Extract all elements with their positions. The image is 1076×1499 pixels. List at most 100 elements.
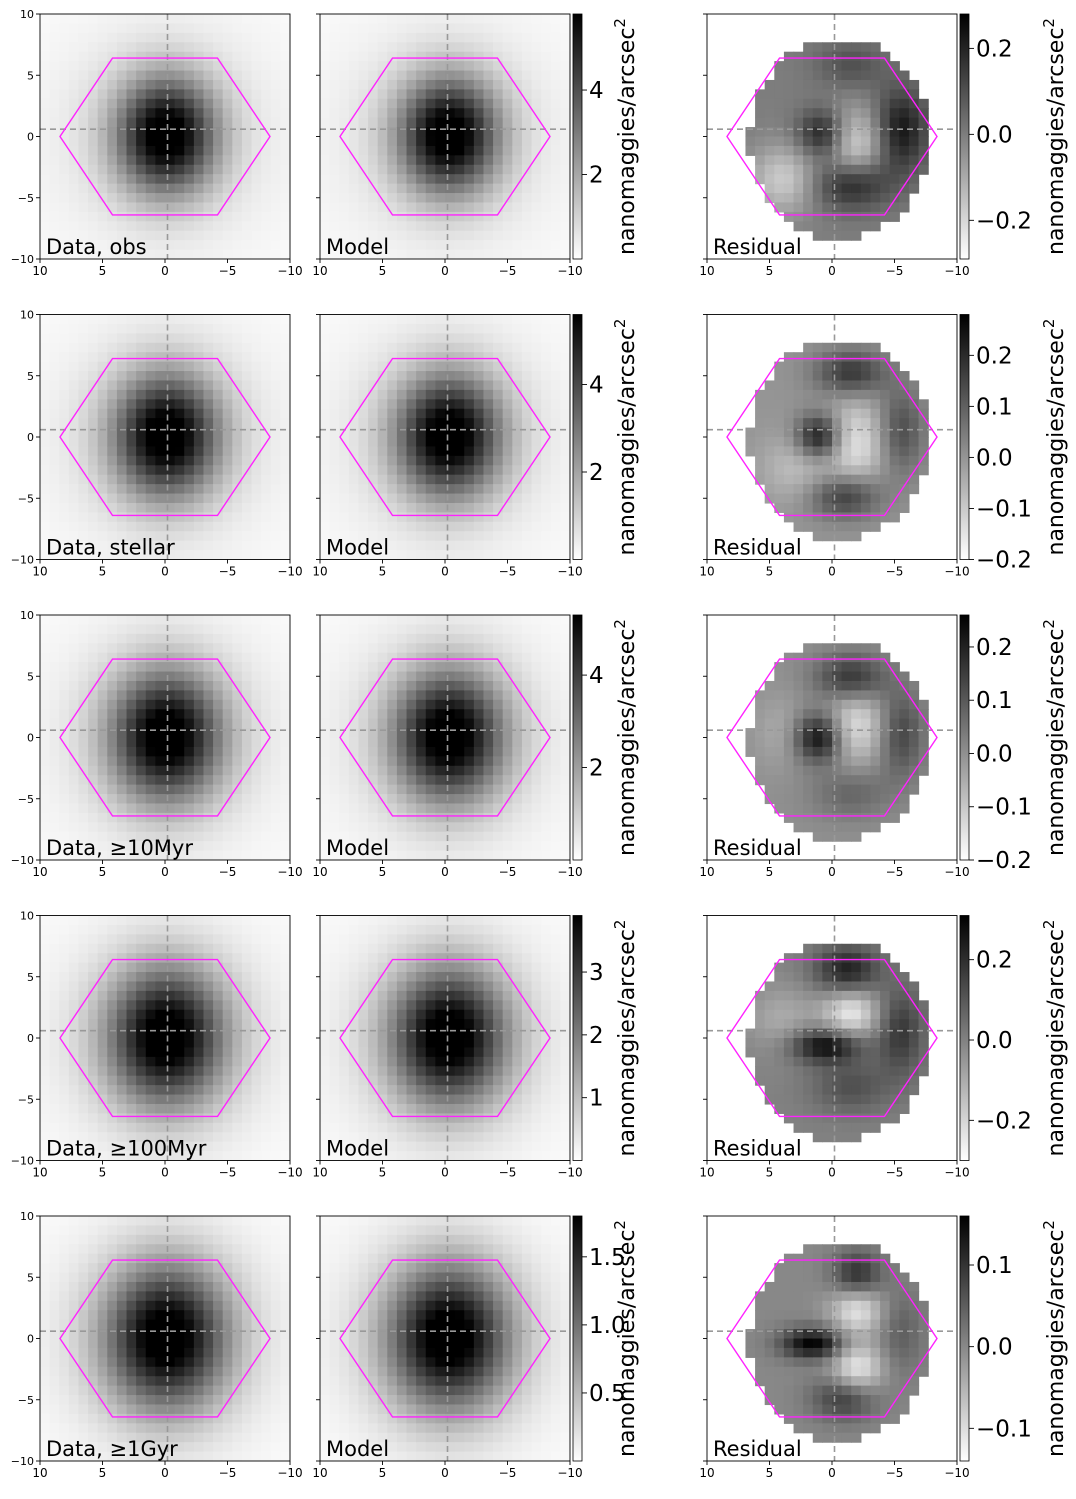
colorbar-tick-label: 0.1 (976, 688, 1013, 714)
x-tick-label: 10 (32, 865, 47, 879)
x-tick-label: 10 (699, 264, 714, 278)
colorbar-gradient (960, 916, 969, 1161)
y-tick-label: −10 (11, 253, 34, 266)
colorbar-tick-label: −0.2 (976, 1108, 1032, 1134)
x-tick-label: 5 (766, 1466, 774, 1480)
x-tick-label: −5 (499, 1466, 517, 1480)
model-image (320, 1216, 571, 1462)
colorbar-tick-label: 1 (589, 1086, 604, 1112)
x-tick-label: −10 (277, 264, 302, 278)
residual-image (745, 42, 928, 240)
residual-image (745, 643, 928, 841)
x-tick-label: 10 (312, 1166, 327, 1180)
x-tick-label: −10 (944, 565, 969, 579)
x-tick-label: 0 (161, 1466, 169, 1480)
x-tick-label: 10 (32, 565, 47, 579)
model-image (320, 14, 571, 260)
y-tick-label: −5 (18, 793, 34, 806)
y-tick-label: −10 (11, 1455, 34, 1468)
data-image (40, 315, 291, 561)
y-tick-label: 5 (27, 670, 34, 683)
x-tick-label: 0 (828, 1166, 836, 1180)
x-tick-label: 10 (312, 1466, 327, 1480)
x-tick-label: −10 (557, 565, 582, 579)
x-tick-label: −5 (219, 565, 237, 579)
x-tick-label: 5 (379, 1466, 387, 1480)
colorbar-tick-label: 0.0 (976, 1028, 1013, 1054)
colorbar-label: nanomaggies/arcsec2 (611, 920, 640, 1157)
colorbar-label: nanomaggies/arcsec2 (1040, 619, 1069, 856)
y-tick-label: −5 (18, 1394, 34, 1407)
x-tick-label: 0 (161, 565, 169, 579)
x-tick-label: −10 (557, 1166, 582, 1180)
x-tick-label: −5 (499, 264, 517, 278)
x-tick-label: −10 (557, 264, 582, 278)
x-tick-label: −10 (277, 565, 302, 579)
x-tick-label: −5 (886, 865, 904, 879)
model-image (320, 315, 571, 561)
x-tick-label: −5 (219, 264, 237, 278)
colorbar-label: nanomaggies/arcsec2 (1040, 920, 1069, 1157)
data-image (40, 615, 291, 861)
model-label: Model (326, 536, 389, 560)
x-tick-label: −10 (944, 264, 969, 278)
colorbar-tick-label: 0.2 (976, 343, 1013, 369)
colorbar-tick-label: 2 (589, 460, 604, 486)
colorbar-tick-label: −0.1 (976, 1416, 1032, 1442)
y-tick-label: 0 (27, 131, 34, 144)
x-tick-label: −10 (557, 1466, 582, 1480)
colorbar-tick-label: −0.2 (976, 548, 1032, 574)
x-tick-label: 5 (99, 565, 107, 579)
y-tick-label: 0 (27, 1032, 34, 1045)
colorbar-tick-label: 0.1 (976, 1253, 1013, 1279)
x-tick-label: 0 (828, 264, 836, 278)
colorbar-gradient (960, 615, 969, 860)
x-tick-label: −5 (499, 1166, 517, 1180)
residual-image (745, 343, 928, 541)
colorbar-label: nanomaggies/arcsec2 (611, 619, 640, 856)
x-tick-label: 0 (441, 264, 449, 278)
colorbar-tick-label: 0.2 (976, 36, 1013, 62)
colorbar-gradient (960, 14, 969, 259)
colorbar-tick-label: −0.2 (976, 208, 1032, 234)
x-tick-label: 0 (441, 1166, 449, 1180)
x-tick-label: 5 (379, 865, 387, 879)
model-label: Model (326, 836, 389, 860)
y-tick-label: 5 (27, 1271, 34, 1284)
x-tick-label: 10 (32, 264, 47, 278)
x-tick-label: 0 (161, 865, 169, 879)
x-tick-label: −5 (886, 1466, 904, 1480)
colorbar-label: nanomaggies/arcsec2 (611, 319, 640, 556)
y-tick-label: 10 (20, 609, 34, 622)
x-tick-label: −5 (219, 1466, 237, 1480)
colorbar-tick-label: 0.0 (976, 741, 1013, 767)
data-image (40, 916, 291, 1162)
model-image (320, 916, 571, 1162)
x-tick-label: 0 (828, 865, 836, 879)
y-tick-label: 10 (20, 309, 34, 322)
data-image (40, 14, 291, 260)
residual-label: Residual (713, 1137, 802, 1161)
residual-image (745, 944, 928, 1142)
image-colorbar: 2 4 nanomaggies/arcsec2 (573, 315, 640, 560)
colorbar-tick-label: 4 (589, 373, 604, 399)
